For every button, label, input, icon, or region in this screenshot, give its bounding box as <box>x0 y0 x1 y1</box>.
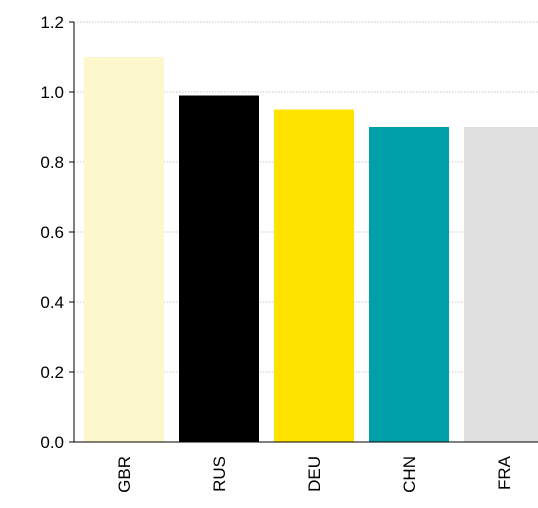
bar-chn <box>369 127 449 442</box>
y-tick-label-6: 1.2 <box>40 13 64 32</box>
y-tick-label-3: 0.6 <box>40 223 64 242</box>
axes <box>69 21 538 443</box>
bar-rus <box>179 95 259 442</box>
bar-deu <box>274 109 354 442</box>
x-tick-label-rus: RUS <box>210 456 229 492</box>
x-tick-label-deu: DEU <box>305 456 324 492</box>
x-tick-labels: GBR RUS DEU CHN FRA <box>115 455 514 493</box>
x-tick-label-fra: FRA <box>495 455 514 490</box>
y-tick-label-4: 0.8 <box>40 153 64 172</box>
bars <box>84 57 538 442</box>
y-tick-label-5: 1.0 <box>40 83 64 102</box>
y-tick-labels: 0.0 0.2 0.4 0.6 0.8 1.0 1.2 <box>40 13 64 452</box>
y-tick-label-0: 0.0 <box>40 433 64 452</box>
x-tick-label-gbr: GBR <box>115 456 134 493</box>
y-tick-label-1: 0.2 <box>40 363 64 382</box>
bar-fra <box>464 127 538 442</box>
bar-gbr <box>84 57 164 442</box>
x-tick-label-chn: CHN <box>400 456 419 493</box>
y-tick-label-2: 0.4 <box>40 293 64 312</box>
